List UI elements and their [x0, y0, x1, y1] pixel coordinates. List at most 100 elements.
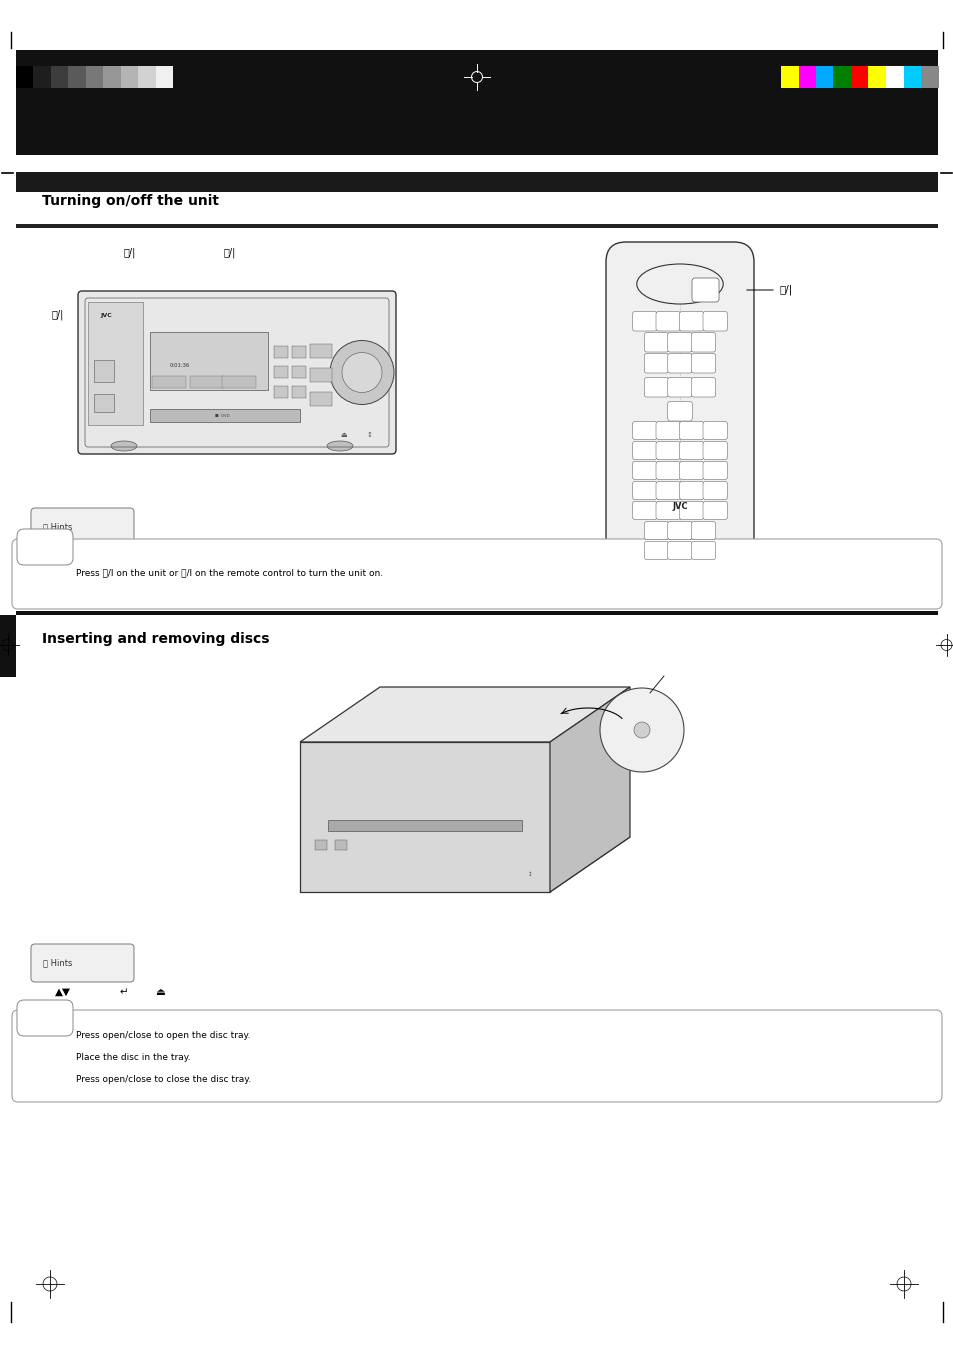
Polygon shape — [299, 742, 550, 892]
FancyBboxPatch shape — [656, 502, 679, 519]
Bar — [88, 301, 143, 425]
Bar — [850, 66, 867, 88]
FancyBboxPatch shape — [643, 377, 668, 397]
FancyBboxPatch shape — [679, 311, 703, 331]
FancyBboxPatch shape — [656, 311, 679, 331]
Bar — [15, 66, 33, 88]
Bar — [798, 66, 815, 88]
Bar — [335, 840, 347, 849]
FancyBboxPatch shape — [667, 333, 692, 352]
Polygon shape — [299, 687, 629, 742]
Text: ⏻/|: ⏻/| — [224, 247, 236, 258]
Bar — [152, 376, 186, 388]
Text: Place the disc in the tray.: Place the disc in the tray. — [76, 1053, 191, 1063]
Bar — [94, 360, 113, 383]
FancyBboxPatch shape — [679, 502, 703, 519]
Bar — [190, 376, 224, 388]
FancyBboxPatch shape — [656, 481, 679, 499]
Bar — [0, 615, 15, 677]
FancyBboxPatch shape — [702, 481, 727, 499]
Text: 💡 Hints: 💡 Hints — [43, 959, 72, 968]
Bar — [15, 50, 938, 155]
FancyBboxPatch shape — [691, 522, 715, 539]
Bar — [274, 346, 288, 358]
Ellipse shape — [111, 441, 137, 452]
FancyBboxPatch shape — [632, 461, 657, 480]
FancyBboxPatch shape — [632, 481, 657, 499]
FancyBboxPatch shape — [691, 279, 719, 301]
FancyBboxPatch shape — [691, 353, 715, 373]
FancyBboxPatch shape — [667, 377, 692, 397]
FancyBboxPatch shape — [702, 461, 727, 480]
FancyBboxPatch shape — [78, 291, 395, 454]
Bar — [902, 66, 920, 88]
FancyBboxPatch shape — [632, 442, 657, 460]
FancyBboxPatch shape — [656, 461, 679, 480]
Text: 0:01:36: 0:01:36 — [170, 362, 190, 368]
FancyBboxPatch shape — [691, 333, 715, 352]
Bar — [155, 66, 172, 88]
Text: DVD: DVD — [210, 376, 219, 380]
FancyBboxPatch shape — [643, 542, 668, 560]
FancyBboxPatch shape — [632, 502, 657, 519]
Bar — [86, 66, 103, 88]
FancyBboxPatch shape — [656, 442, 679, 460]
Bar — [51, 66, 68, 88]
Bar — [310, 343, 332, 358]
Bar — [314, 840, 327, 849]
Text: Press open/close to close the disc tray.: Press open/close to close the disc tray. — [76, 1075, 251, 1084]
FancyBboxPatch shape — [667, 522, 692, 539]
Bar — [292, 387, 306, 397]
Bar — [15, 172, 938, 192]
Text: ■  DVD: ■ DVD — [214, 414, 229, 418]
Bar — [310, 368, 332, 383]
Bar — [15, 611, 938, 615]
FancyBboxPatch shape — [17, 1000, 73, 1036]
Text: 💡 Hints: 💡 Hints — [43, 522, 72, 531]
FancyBboxPatch shape — [702, 311, 727, 331]
FancyBboxPatch shape — [702, 502, 727, 519]
Text: ⏏: ⏏ — [340, 433, 347, 438]
FancyBboxPatch shape — [691, 542, 715, 560]
Bar — [815, 66, 833, 88]
Circle shape — [341, 353, 381, 392]
FancyBboxPatch shape — [643, 522, 668, 539]
Bar — [120, 66, 138, 88]
Bar — [310, 392, 332, 406]
Text: Inserting and removing discs: Inserting and removing discs — [42, 631, 269, 646]
Bar — [94, 393, 113, 412]
Polygon shape — [299, 837, 629, 892]
FancyBboxPatch shape — [30, 508, 133, 546]
Bar — [103, 66, 120, 88]
Ellipse shape — [637, 264, 722, 304]
FancyBboxPatch shape — [17, 529, 73, 565]
Bar — [222, 376, 255, 388]
Bar — [15, 224, 938, 228]
Text: ↵: ↵ — [120, 987, 129, 996]
Bar — [274, 366, 288, 379]
Text: ⏻/|: ⏻/| — [124, 247, 136, 258]
Bar — [68, 66, 86, 88]
Ellipse shape — [327, 441, 353, 452]
FancyBboxPatch shape — [667, 402, 692, 420]
FancyBboxPatch shape — [12, 1010, 941, 1102]
Bar — [274, 387, 288, 397]
Text: ↕: ↕ — [367, 433, 373, 438]
Text: ⏻/|: ⏻/| — [51, 310, 64, 320]
FancyBboxPatch shape — [679, 442, 703, 460]
FancyBboxPatch shape — [643, 353, 668, 373]
Bar — [328, 819, 521, 830]
Bar — [781, 66, 798, 88]
FancyBboxPatch shape — [656, 422, 679, 439]
FancyBboxPatch shape — [691, 377, 715, 397]
Text: JVC: JVC — [672, 503, 687, 511]
Polygon shape — [550, 687, 629, 892]
Text: Press open/close to open the disc tray.: Press open/close to open the disc tray. — [76, 1032, 251, 1041]
Bar — [150, 410, 299, 422]
Text: ↕: ↕ — [527, 872, 532, 876]
FancyBboxPatch shape — [679, 422, 703, 439]
Bar — [867, 66, 885, 88]
FancyBboxPatch shape — [679, 461, 703, 480]
Bar — [138, 66, 155, 88]
Circle shape — [599, 688, 683, 772]
